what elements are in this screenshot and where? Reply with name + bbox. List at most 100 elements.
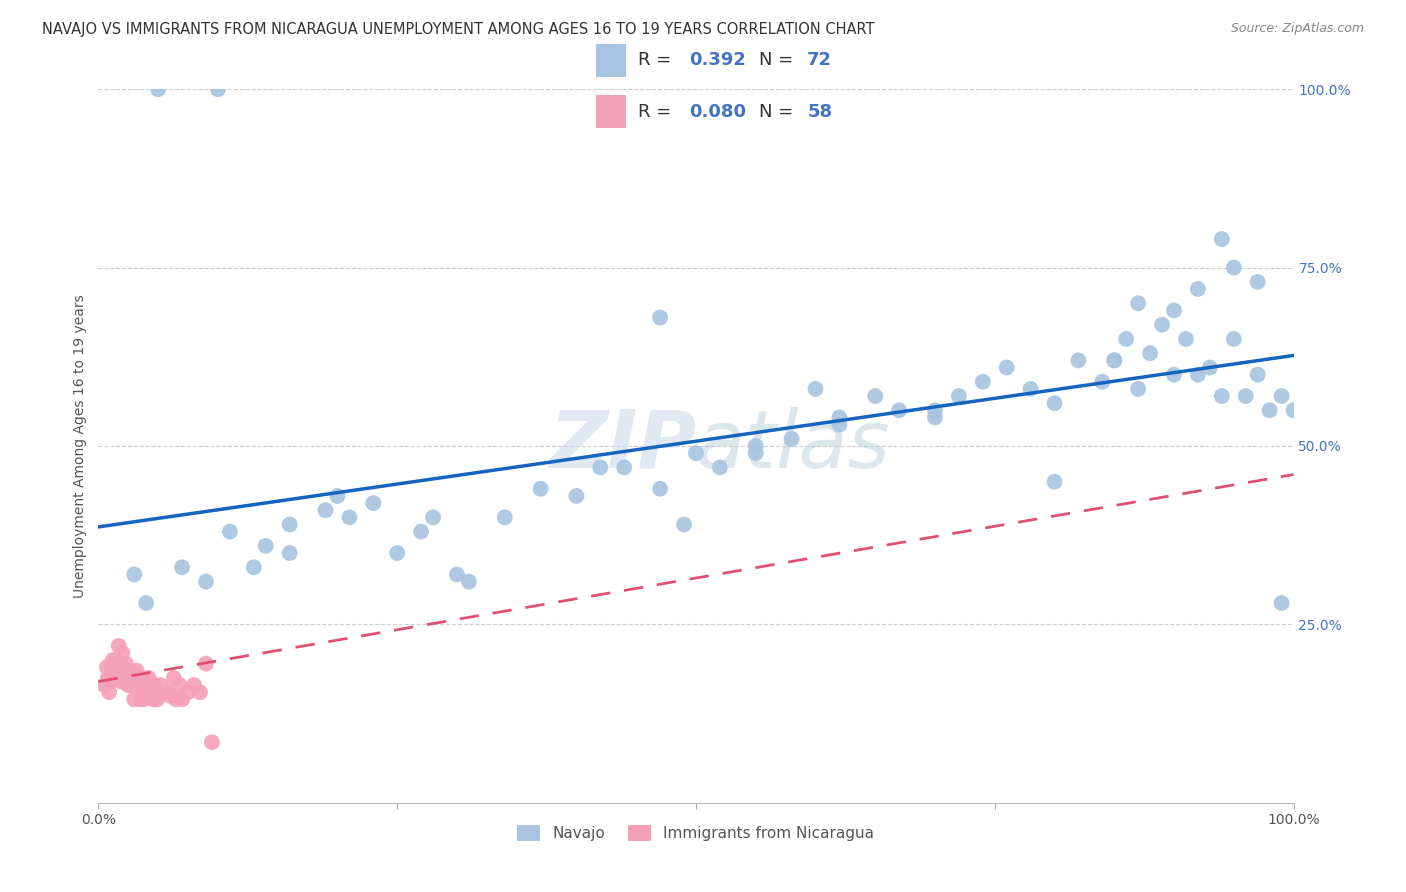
Point [458, 574, 481, 589]
Point [104, 657, 127, 671]
Point [315, 503, 337, 517]
Point [201, 735, 224, 749]
Point [889, 403, 911, 417]
Point [339, 510, 361, 524]
Point [1247, 275, 1270, 289]
Point [804, 382, 827, 396]
Point [183, 678, 205, 692]
Point [278, 546, 301, 560]
Y-axis label: Unemployment Among Ages 16 to 19 years: Unemployment Among Ages 16 to 19 years [73, 294, 87, 598]
Legend: Navajo, Immigrants from Nicaragua: Navajo, Immigrants from Nicaragua [510, 817, 882, 848]
Point [195, 657, 218, 671]
Point [156, 685, 179, 699]
Point [828, 410, 851, 425]
Point [127, 678, 149, 692]
Point [243, 560, 266, 574]
Point [494, 510, 516, 524]
Point [108, 657, 131, 671]
Point [219, 524, 242, 539]
Point [177, 685, 200, 699]
Point [120, 671, 142, 685]
Text: R =: R = [638, 52, 676, 70]
Point [135, 596, 157, 610]
Point [98, 685, 121, 699]
Point [139, 689, 162, 703]
Point [589, 460, 612, 475]
Point [159, 689, 181, 703]
Point [1091, 375, 1114, 389]
Point [124, 567, 146, 582]
Point [780, 432, 803, 446]
Point [1211, 389, 1233, 403]
Point [1019, 382, 1042, 396]
Point [149, 678, 172, 692]
Point [128, 671, 150, 685]
Point [148, 689, 170, 703]
Point [972, 375, 994, 389]
Point [1247, 368, 1270, 382]
Point [153, 685, 176, 699]
Text: 58: 58 [807, 103, 832, 120]
Point [648, 482, 672, 496]
Point [115, 674, 138, 689]
Point [1043, 396, 1066, 410]
Point [1043, 475, 1066, 489]
Point [98, 674, 122, 689]
Point [1199, 360, 1222, 375]
Text: N =: N = [759, 103, 799, 120]
Point [97, 671, 120, 685]
Text: 0.392: 0.392 [689, 52, 747, 70]
Text: 72: 72 [807, 52, 832, 70]
Point [1128, 382, 1150, 396]
Point [124, 667, 146, 681]
Point [135, 681, 157, 696]
Point [122, 671, 145, 685]
Point [1271, 389, 1294, 403]
Point [828, 417, 851, 432]
Text: R =: R = [638, 103, 676, 120]
Point [278, 517, 301, 532]
Point [745, 446, 768, 460]
Point [188, 685, 211, 699]
Point [1115, 332, 1137, 346]
Point [924, 410, 946, 425]
Point [1187, 368, 1209, 382]
Point [709, 460, 731, 475]
Point [613, 460, 636, 475]
Point [115, 657, 138, 671]
Point [103, 671, 125, 685]
Point [195, 574, 218, 589]
Point [1152, 318, 1174, 332]
Point [1211, 232, 1233, 246]
Point [124, 692, 146, 706]
Point [172, 560, 194, 574]
Point [165, 692, 187, 706]
Point [110, 674, 132, 689]
Point [117, 678, 139, 692]
Point [100, 660, 122, 674]
Point [326, 489, 349, 503]
Point [107, 639, 129, 653]
Point [948, 389, 970, 403]
Point [1139, 346, 1161, 360]
Point [138, 671, 160, 685]
Point [107, 664, 129, 678]
Point [924, 403, 946, 417]
Point [411, 524, 433, 539]
Point [995, 360, 1018, 375]
Point [114, 671, 136, 685]
Point [146, 692, 169, 706]
Point [1104, 353, 1126, 368]
Point [1223, 260, 1246, 275]
Point [385, 546, 409, 560]
Point [1271, 596, 1294, 610]
Point [1163, 303, 1185, 318]
Point [363, 496, 385, 510]
Text: Source: ZipAtlas.com: Source: ZipAtlas.com [1230, 22, 1364, 36]
Point [132, 692, 155, 706]
Point [143, 678, 166, 692]
Point [745, 439, 768, 453]
Point [112, 667, 135, 681]
Point [1128, 296, 1150, 310]
Point [96, 660, 118, 674]
